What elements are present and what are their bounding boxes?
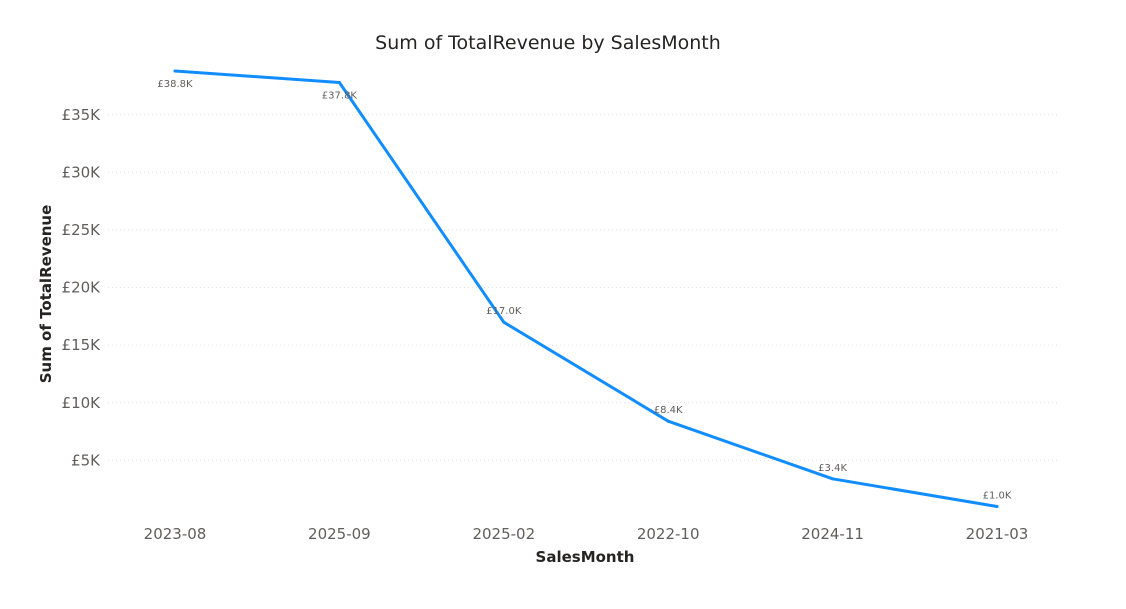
chart-title: Sum of TotalRevenue by SalesMonth [375, 32, 721, 54]
data-label: £37.8K [322, 91, 358, 102]
x-tick-label: 2024-11 [801, 525, 864, 543]
data-point [831, 477, 835, 481]
x-tick-label: 2021-03 [966, 525, 1029, 543]
x-axis-title: SalesMonth [535, 548, 635, 566]
data-label: £1.0K [983, 490, 1012, 501]
x-tick-label: 2025-09 [308, 525, 371, 543]
y-tick-label: £20K [62, 279, 102, 297]
data-label: £8.4K [654, 405, 683, 416]
data-point [173, 69, 177, 73]
y-tick-label: £35K [62, 106, 102, 124]
y-tick-label: £10K [62, 394, 102, 412]
data-label: £17.0K [486, 306, 522, 317]
data-point [337, 81, 341, 85]
x-tick-label: 2022-10 [637, 525, 700, 543]
y-tick-label: £25K [62, 221, 102, 239]
y-tick-label: £30K [62, 163, 102, 181]
series-line [173, 69, 999, 508]
y-tick-label: £15K [62, 336, 102, 354]
data-label: £38.8K [157, 79, 193, 90]
y-tick-label: £5K [71, 451, 101, 469]
data-point [666, 419, 670, 423]
data-point [995, 504, 999, 508]
x-tick-label: 2025-02 [472, 525, 535, 543]
data-label: £3.4K [818, 463, 847, 474]
data-point [502, 320, 506, 324]
x-tick-label: 2023-08 [144, 525, 207, 543]
